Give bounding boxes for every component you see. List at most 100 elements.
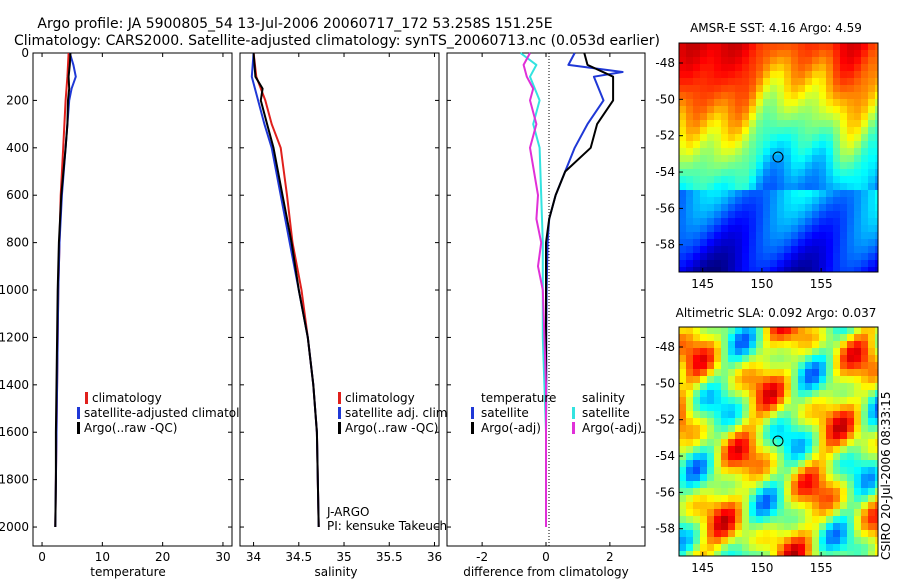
map-cell: [728, 78, 735, 85]
map-cell: [875, 85, 878, 92]
map-cell: [693, 460, 700, 467]
map-cell: [833, 474, 840, 481]
map-cell: [749, 155, 756, 162]
map-cell: [847, 474, 854, 481]
y-tick-label: 0: [21, 46, 29, 60]
map-cell: [777, 334, 784, 341]
map-cell: [721, 183, 728, 190]
map-cell: [749, 530, 756, 537]
map-cell: [770, 239, 777, 246]
map-cell: [714, 113, 721, 120]
map-cell: [700, 71, 707, 78]
map-cell: [742, 327, 749, 334]
map-cell: [784, 523, 791, 530]
map-cell: [861, 239, 868, 246]
map-cell: [693, 453, 700, 460]
map-cell: [854, 260, 861, 267]
map-cell: [707, 362, 714, 369]
map-cell: [721, 523, 728, 530]
map-cell: [784, 502, 791, 509]
legend-swatch-sal-argo: [572, 422, 575, 434]
map-cell: [756, 253, 763, 260]
map-cell: [714, 85, 721, 92]
map-cell: [812, 369, 819, 376]
map-cell: [756, 551, 763, 556]
map-cell: [742, 120, 749, 127]
map-cell: [812, 267, 819, 272]
map-cell: [735, 253, 742, 260]
map-cell: [861, 120, 868, 127]
map-cell: [742, 204, 749, 211]
map-cell: [868, 348, 875, 355]
map-cell: [742, 481, 749, 488]
map-cell: [686, 411, 693, 418]
map-cell: [875, 495, 878, 502]
map-cell: [749, 467, 756, 474]
map-cell: [728, 246, 735, 253]
map-cell: [756, 78, 763, 85]
map-cell: [763, 341, 770, 348]
map-cell: [819, 348, 826, 355]
map-cell: [742, 127, 749, 134]
map-cell: [721, 134, 728, 141]
map-cell: [812, 260, 819, 267]
map-cell: [679, 64, 686, 71]
map-cell: [868, 267, 875, 272]
map-cell: [854, 397, 861, 404]
map-cell: [812, 481, 819, 488]
map-cell: [679, 218, 686, 225]
x-tick-label: 150: [750, 561, 773, 575]
map-cell: [728, 355, 735, 362]
map-cell: [833, 253, 840, 260]
map-cell: [770, 369, 777, 376]
map-cell: [861, 460, 868, 467]
map-cell: [756, 169, 763, 176]
map-cell: [805, 474, 812, 481]
map-cell: [721, 176, 728, 183]
map-cell: [700, 453, 707, 460]
legend-label-climatology: climatology: [92, 391, 162, 405]
map-cell: [861, 390, 868, 397]
map-cell: [847, 85, 854, 92]
map-cell: [763, 460, 770, 467]
map-cell: [756, 453, 763, 460]
map-cell: [763, 239, 770, 246]
map-cell: [763, 523, 770, 530]
map-cell: [861, 204, 868, 211]
map-cell: [798, 474, 805, 481]
map-cell: [854, 432, 861, 439]
y-tick-label: 1000: [0, 283, 29, 297]
map-cell: [728, 397, 735, 404]
map-cell: [791, 239, 798, 246]
map-cell: [861, 376, 868, 383]
map-cell: [791, 376, 798, 383]
map-cell: [798, 148, 805, 155]
map-cell: [819, 113, 826, 120]
map-cell: [798, 537, 805, 544]
map-cell: [777, 92, 784, 99]
map-cell: [735, 334, 742, 341]
map-cell: [791, 544, 798, 551]
map-cell: [784, 362, 791, 369]
map-cell: [854, 467, 861, 474]
map-cell: [868, 425, 875, 432]
map-cell: [728, 183, 735, 190]
map-cell: [686, 495, 693, 502]
map-cell: [714, 197, 721, 204]
map-cell: [742, 544, 749, 551]
map-cell: [679, 446, 686, 453]
map-cell: [693, 246, 700, 253]
map-cell: [721, 369, 728, 376]
map-cell: [742, 390, 749, 397]
map-cell: [854, 85, 861, 92]
map-cell: [770, 481, 777, 488]
map-cell: [756, 176, 763, 183]
map-cell: [679, 134, 686, 141]
map-cell: [749, 113, 756, 120]
map-cell: [812, 453, 819, 460]
map-cell: [875, 78, 878, 85]
map-cell: [854, 92, 861, 99]
map-cell: [770, 551, 777, 556]
map-cell: [868, 362, 875, 369]
map-cell: [714, 334, 721, 341]
